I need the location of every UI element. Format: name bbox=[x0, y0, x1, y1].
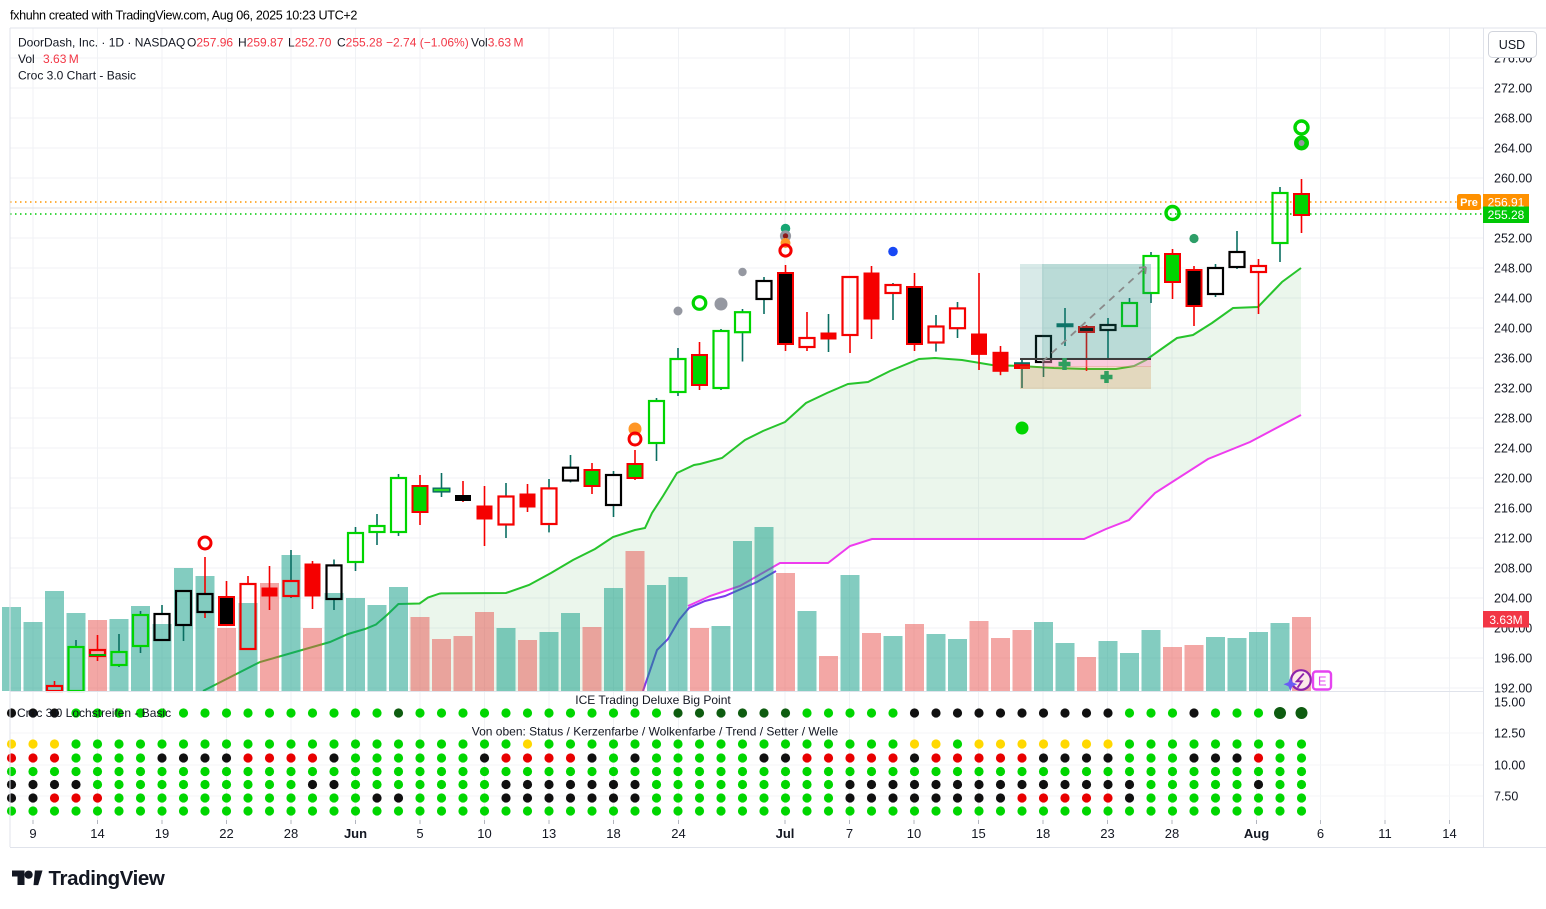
svg-text:23: 23 bbox=[1100, 826, 1114, 841]
svg-text:252.00: 252.00 bbox=[1494, 232, 1532, 246]
svg-text:Von oben: Status / Kerzenfarbe: Von oben: Status / Kerzenfarbe / Wolkenf… bbox=[472, 725, 839, 739]
svg-text:3.63M: 3.63M bbox=[1489, 613, 1522, 627]
svg-text:Pre: Pre bbox=[1460, 197, 1478, 209]
svg-text:268.00: 268.00 bbox=[1494, 112, 1532, 126]
svg-text:ICE Trading Deluxe Big Point: ICE Trading Deluxe Big Point bbox=[575, 693, 731, 707]
svg-text:19: 19 bbox=[155, 826, 169, 841]
svg-text:14: 14 bbox=[90, 826, 104, 841]
svg-text:232.00: 232.00 bbox=[1494, 382, 1532, 396]
svg-text:7: 7 bbox=[846, 826, 853, 841]
svg-text:260.00: 260.00 bbox=[1494, 172, 1532, 186]
svg-text:7.50: 7.50 bbox=[1494, 790, 1518, 804]
svg-text:204.00: 204.00 bbox=[1494, 592, 1532, 606]
svg-text:USD: USD bbox=[1499, 38, 1525, 52]
svg-text:10.00: 10.00 bbox=[1494, 759, 1525, 773]
svg-text:Croc 3.0 Lochstreifen - Basic: Croc 3.0 Lochstreifen - Basic bbox=[17, 706, 171, 720]
svg-text:244.00: 244.00 bbox=[1494, 292, 1532, 306]
svg-text:248.00: 248.00 bbox=[1494, 262, 1532, 276]
svg-text:264.00: 264.00 bbox=[1494, 142, 1532, 156]
svg-text:256.91: 256.91 bbox=[1488, 196, 1525, 210]
svg-text:12.50: 12.50 bbox=[1494, 727, 1525, 741]
svg-text:196.00: 196.00 bbox=[1494, 652, 1532, 666]
svg-text:18: 18 bbox=[1036, 826, 1050, 841]
svg-text:28: 28 bbox=[284, 826, 298, 841]
svg-text:5: 5 bbox=[416, 826, 423, 841]
svg-text:Jun: Jun bbox=[344, 826, 367, 841]
svg-text:9: 9 bbox=[29, 826, 36, 841]
svg-text:10: 10 bbox=[477, 826, 491, 841]
svg-text:13: 13 bbox=[542, 826, 556, 841]
svg-text:Aug: Aug bbox=[1244, 826, 1269, 841]
svg-text:18: 18 bbox=[606, 826, 620, 841]
svg-text:14: 14 bbox=[1442, 826, 1456, 841]
svg-text:216.00: 216.00 bbox=[1494, 502, 1532, 516]
svg-text:255.28: 255.28 bbox=[1488, 208, 1525, 222]
svg-text:E: E bbox=[1318, 674, 1327, 689]
svg-text:240.00: 240.00 bbox=[1494, 322, 1532, 336]
svg-text:6: 6 bbox=[1317, 826, 1324, 841]
svg-text:Jul: Jul bbox=[776, 826, 795, 841]
svg-text:236.00: 236.00 bbox=[1494, 352, 1532, 366]
svg-text:24: 24 bbox=[671, 826, 685, 841]
svg-text:272.00: 272.00 bbox=[1494, 82, 1532, 96]
svg-text:22: 22 bbox=[219, 826, 233, 841]
svg-text:15.00: 15.00 bbox=[1494, 696, 1525, 710]
svg-text:212.00: 212.00 bbox=[1494, 532, 1532, 546]
svg-text:11: 11 bbox=[1378, 826, 1392, 841]
svg-text:Croc 3.0 Chart - Basic: Croc 3.0 Chart - Basic bbox=[18, 69, 136, 83]
svg-text:10: 10 bbox=[907, 826, 921, 841]
svg-text:28: 28 bbox=[1165, 826, 1179, 841]
svg-text:208.00: 208.00 bbox=[1494, 562, 1532, 576]
svg-text:TradingView: TradingView bbox=[49, 867, 165, 890]
svg-text:228.00: 228.00 bbox=[1494, 412, 1532, 426]
svg-text:15: 15 bbox=[971, 826, 985, 841]
svg-text:fxhuhn created with TradingVie: fxhuhn created with TradingView.com, Aug… bbox=[10, 9, 357, 23]
svg-text:192.00: 192.00 bbox=[1494, 682, 1532, 696]
svg-text:220.00: 220.00 bbox=[1494, 472, 1532, 486]
svg-text:224.00: 224.00 bbox=[1494, 442, 1532, 456]
svg-text:Vol 3.63 M: Vol 3.63 M bbox=[18, 52, 79, 66]
